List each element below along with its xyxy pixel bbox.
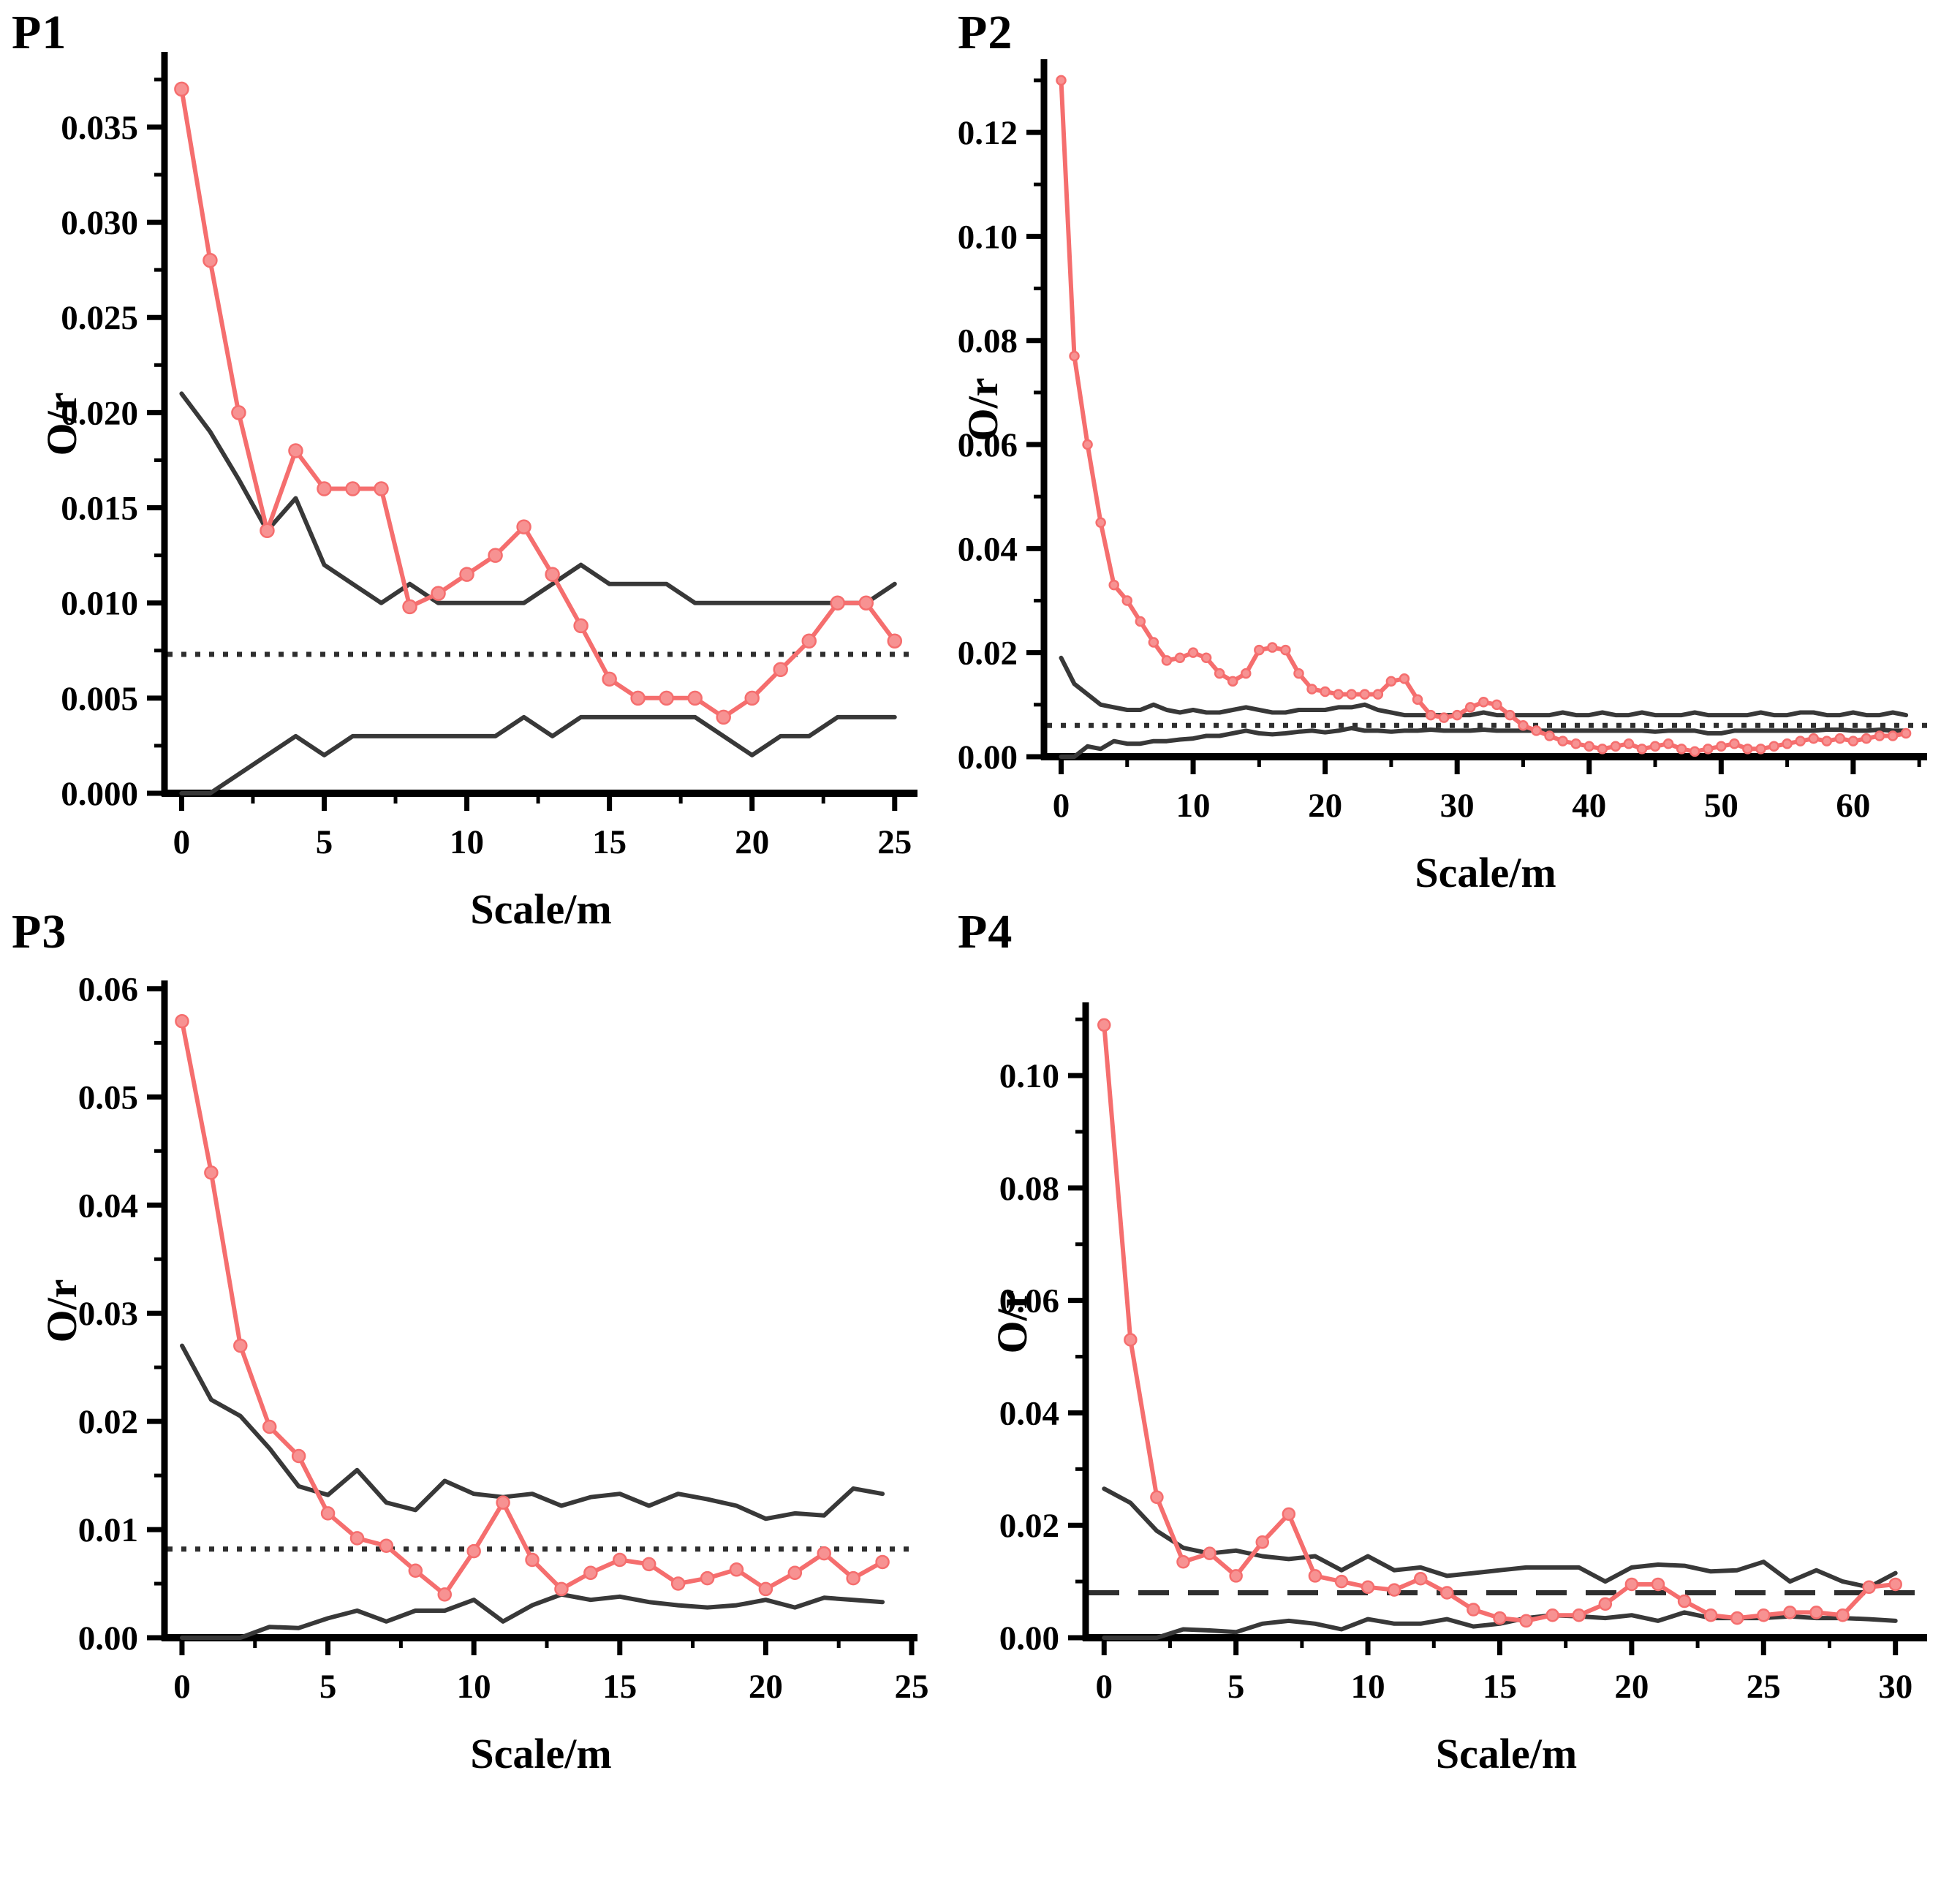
svg-text:15: 15	[1483, 1668, 1517, 1706]
svg-text:0.06: 0.06	[78, 970, 138, 1008]
svg-text:0: 0	[1053, 787, 1070, 825]
svg-text:0.00: 0.00	[999, 1619, 1059, 1657]
svg-text:15: 15	[602, 1668, 637, 1706]
svg-text:10: 10	[450, 823, 484, 861]
svg-text:5: 5	[316, 823, 333, 861]
panel-p3: P3 O/r 0 5 10 15 20 25 0.00 0.01 0.02 0.03 0.04 0.0…	[0, 907, 950, 1879]
svg-text:0.005: 0.005	[61, 680, 138, 718]
plot-area-p1: 0 5 10 15 20 25 0.000 0.005 0.010 0.015 0.020 0.025…	[61, 52, 917, 861]
svg-text:0.00: 0.00	[78, 1619, 138, 1657]
panel-title-p2: P2	[958, 6, 1013, 59]
svg-text:30: 30	[1440, 787, 1475, 825]
svg-text:15: 15	[592, 823, 627, 861]
svg-text:25: 25	[895, 1668, 929, 1706]
svg-text:25: 25	[1747, 1668, 1781, 1706]
x-axis-label-p3: Scale/m	[470, 1730, 612, 1777]
svg-text:0.08: 0.08	[999, 1170, 1059, 1208]
svg-text:0: 0	[173, 823, 191, 861]
svg-text:40: 40	[1572, 787, 1606, 825]
svg-text:0.10: 0.10	[958, 218, 1018, 256]
svg-text:0.015: 0.015	[61, 490, 138, 528]
panel-title-p4: P4	[958, 905, 1013, 959]
plot-area-p2: 0 10 20 30 40 50 60 0.00 0.02 0.04 0.06 0.08 0.10 0.1…	[958, 59, 1927, 825]
svg-text:0.04: 0.04	[999, 1394, 1059, 1432]
svg-text:0.03: 0.03	[78, 1295, 138, 1333]
svg-text:0.12: 0.12	[958, 114, 1018, 152]
plot-area-p3: 0 5 10 15 20 25 0.00 0.01 0.02 0.03 0.04 0.05 0.06	[78, 970, 929, 1706]
svg-text:5: 5	[1227, 1668, 1245, 1706]
x-axis-label-p1: Scale/m	[470, 885, 612, 933]
svg-text:5: 5	[319, 1668, 337, 1706]
svg-text:0.000: 0.000	[61, 775, 138, 813]
svg-text:0.02: 0.02	[999, 1507, 1059, 1545]
svg-text:0.01: 0.01	[78, 1511, 138, 1549]
svg-text:0.025: 0.025	[61, 299, 138, 337]
svg-text:20: 20	[749, 1668, 783, 1706]
svg-text:20: 20	[1308, 787, 1342, 825]
svg-text:50: 50	[1704, 787, 1738, 825]
svg-text:0: 0	[173, 1668, 191, 1706]
svg-text:0.04: 0.04	[958, 530, 1018, 568]
panel-title-p3: P3	[12, 905, 67, 959]
panel-p2: P2 O/r 0 10 20 30 40 50 60 0.00 0.02 0.04 0.06 0.08…	[950, 0, 1960, 940]
svg-text:0.020: 0.020	[61, 394, 138, 432]
plot-area-p4: 0 5 10 15 20 25 30 0.00 0.02 0.04 0.06 0.08 0.10	[999, 1002, 1927, 1706]
svg-text:0.02: 0.02	[78, 1403, 138, 1441]
svg-text:0.10: 0.10	[999, 1057, 1059, 1095]
svg-text:0.06: 0.06	[999, 1282, 1059, 1320]
svg-text:0.04: 0.04	[78, 1187, 138, 1225]
svg-text:10: 10	[457, 1668, 491, 1706]
svg-text:0.00: 0.00	[958, 738, 1018, 776]
svg-text:25: 25	[877, 823, 912, 861]
svg-text:0.010: 0.010	[61, 585, 138, 623]
x-axis-label-p4: Scale/m	[1435, 1730, 1578, 1777]
svg-text:0.06: 0.06	[958, 426, 1018, 464]
svg-text:60: 60	[1836, 787, 1870, 825]
svg-text:20: 20	[735, 823, 769, 861]
svg-text:0: 0	[1096, 1668, 1113, 1706]
panel-p4: P4 O/r 0 5 10 15 20 25 30 0.00 0.02 0.04 0.06 0.08 0…	[950, 907, 1960, 1879]
svg-text:10: 10	[1351, 1668, 1385, 1706]
svg-text:30: 30	[1878, 1668, 1912, 1706]
panel-title-p1: P1	[12, 6, 67, 59]
svg-text:0.02: 0.02	[958, 635, 1018, 673]
svg-text:0.035: 0.035	[61, 109, 138, 147]
svg-text:0.030: 0.030	[61, 204, 138, 242]
x-axis-label-p2: Scale/m	[1415, 849, 1556, 896]
panel-p1: P1 O/r 0 5 10 15 20 25 0.000 0.005 0.010 0.015 0.0…	[0, 0, 950, 940]
svg-text:0.05: 0.05	[78, 1078, 138, 1116]
svg-text:20: 20	[1614, 1668, 1649, 1706]
svg-text:10: 10	[1176, 787, 1211, 825]
svg-text:0.08: 0.08	[958, 322, 1018, 360]
